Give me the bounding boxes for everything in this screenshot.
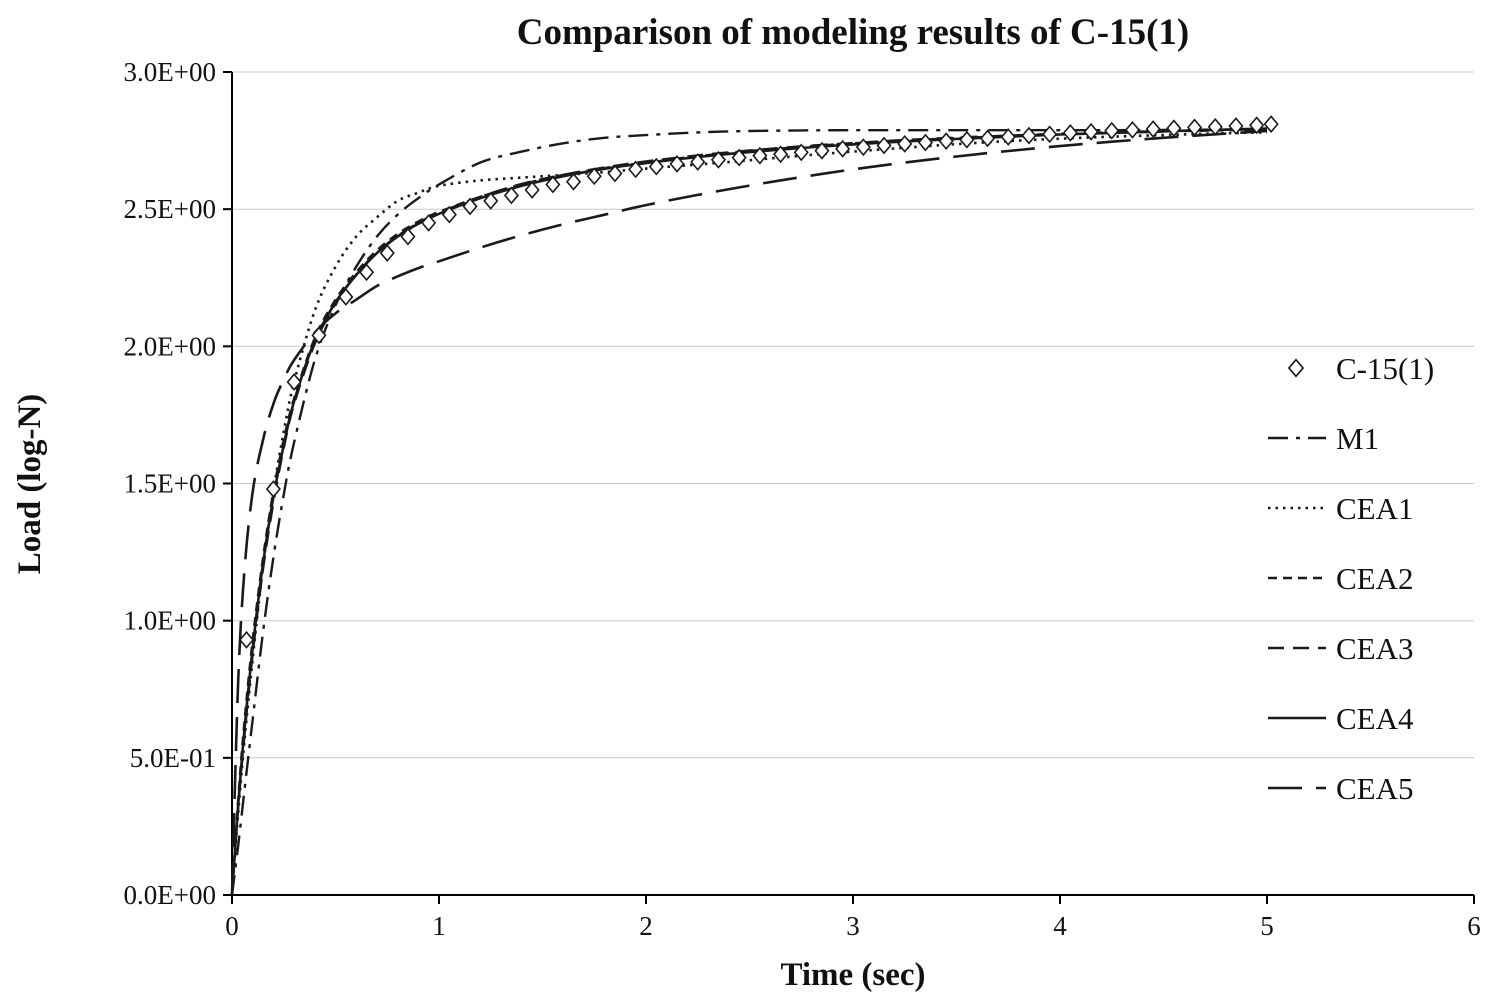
data-point-marker [731, 148, 747, 167]
legend-item-CEA2: CEA2 [1268, 561, 1414, 596]
data-point-marker [690, 153, 706, 171]
data-point-marker [1062, 123, 1078, 142]
data-point-marker [1124, 120, 1140, 139]
legend-item-CEA1: CEA1 [1268, 491, 1414, 526]
data-point-marker [835, 139, 851, 158]
legend-item-CEA3: CEA3 [1268, 631, 1414, 666]
data-point-marker [938, 132, 954, 151]
data-point-marker [441, 205, 457, 224]
data-point-marker [359, 263, 375, 282]
data-point-marker [980, 129, 996, 148]
data-point-marker [1249, 116, 1265, 135]
data-point-marker [1021, 126, 1037, 145]
legend-label: CEA4 [1336, 701, 1414, 736]
chart-title: Comparison of modeling results of C-15(1… [517, 12, 1190, 53]
x-tick-label: 2 [639, 911, 653, 941]
data-point-marker [566, 172, 582, 191]
x-tick-label: 3 [846, 911, 860, 941]
series-CEA5 [230, 129, 1268, 896]
data-point-marker [669, 154, 685, 173]
data-point-marker [1042, 125, 1058, 144]
y-tick-label: 1.0E+00 [124, 606, 216, 636]
data-point-marker [1083, 122, 1099, 141]
data-point-marker [545, 175, 561, 194]
legend-label: C-15(1) [1336, 351, 1434, 386]
legend-label: CEA2 [1336, 561, 1414, 596]
legend-item-C-15(1): C-15(1) [1287, 351, 1434, 386]
plot-area: 0 1 2 3 4 5 6 0.0E+00 5.0E-01 1.0E+00 1.5E+00 2.0E+… [124, 57, 1481, 941]
legend: C-15(1) M1 CEA1 CEA2 CEA3 CEA4 CEA5 [1268, 351, 1434, 806]
series-line-CEA5 [230, 129, 1268, 896]
data-point-marker [1207, 117, 1223, 136]
data-point-marker [311, 326, 327, 345]
data-point-marker [1166, 119, 1182, 138]
data-point-marker [503, 186, 519, 205]
data-point-marker [814, 141, 830, 160]
series-line-M1 [230, 128, 1267, 896]
data-point-marker [793, 143, 809, 162]
series-line-CEA4 [230, 127, 1268, 896]
data-point-marker [1000, 128, 1016, 146]
data-point-marker [607, 164, 623, 183]
data-point-marker [265, 480, 281, 498]
x-tick-label: 1 [432, 911, 446, 941]
y-tick-label: 0.0E+00 [124, 880, 216, 910]
data-point-marker [421, 213, 437, 232]
legend-marker-diamond [1287, 358, 1305, 378]
data-point-marker [462, 197, 478, 216]
data-point-marker [524, 181, 540, 199]
y-tick-label: 2.5E+00 [124, 194, 216, 224]
data-point-marker [1228, 117, 1244, 135]
data-point-marker [286, 373, 302, 391]
legend-label: M1 [1336, 421, 1379, 456]
x-axis-ticks: 0 1 2 3 4 5 6 [225, 895, 1481, 941]
data-point-marker [897, 134, 913, 153]
data-point-marker [752, 146, 768, 165]
legend-label: CEA1 [1336, 491, 1414, 526]
data-point-marker [1263, 115, 1279, 134]
data-point-marker [648, 157, 664, 176]
x-axis-title: Time (sec) [780, 957, 925, 993]
x-tick-label: 5 [1260, 911, 1274, 941]
y-axis-title: Load (log-N) [12, 394, 48, 575]
data-point-marker [1187, 118, 1203, 137]
x-tick-label: 4 [1053, 911, 1067, 941]
y-tick-label: 5.0E-01 [130, 743, 216, 773]
data-point-marker [400, 227, 416, 246]
legend-item-M1: M1 [1268, 421, 1379, 456]
y-tick-label: 1.5E+00 [124, 469, 216, 499]
data-point-marker [773, 145, 789, 164]
legend-item-CEA5: CEA5 [1268, 771, 1414, 806]
data-point-marker [959, 130, 975, 149]
data-point-marker [876, 136, 892, 155]
y-tick-label: 2.0E+00 [124, 331, 216, 361]
data-point-marker [338, 288, 354, 306]
legend-label: CEA3 [1336, 631, 1414, 666]
data-point-marker [1104, 121, 1120, 140]
series-C-15(1) [238, 115, 1279, 649]
data-point-marker [238, 630, 255, 649]
data-point-marker [586, 167, 602, 186]
series-CEA4 [230, 127, 1268, 896]
x-tick-label: 6 [1467, 911, 1481, 941]
legend-item-CEA4: CEA4 [1268, 701, 1414, 736]
x-tick-label: 0 [225, 911, 239, 941]
data-point-marker [483, 192, 499, 210]
data-point-marker [710, 150, 726, 169]
data-point-marker [379, 244, 395, 262]
y-tick-label: 3.0E+00 [124, 57, 216, 87]
gridlines [232, 71, 1474, 759]
data-point-marker [1145, 120, 1161, 138]
data-point-marker [628, 160, 644, 179]
legend-label: CEA5 [1336, 771, 1414, 806]
data-point-marker [855, 138, 871, 157]
data-point-marker [917, 133, 933, 152]
y-axis-ticks: 0.0E+00 5.0E-01 1.0E+00 1.5E+00 2.0E+00 2.5E+… [124, 57, 232, 910]
series-M1 [230, 128, 1267, 896]
